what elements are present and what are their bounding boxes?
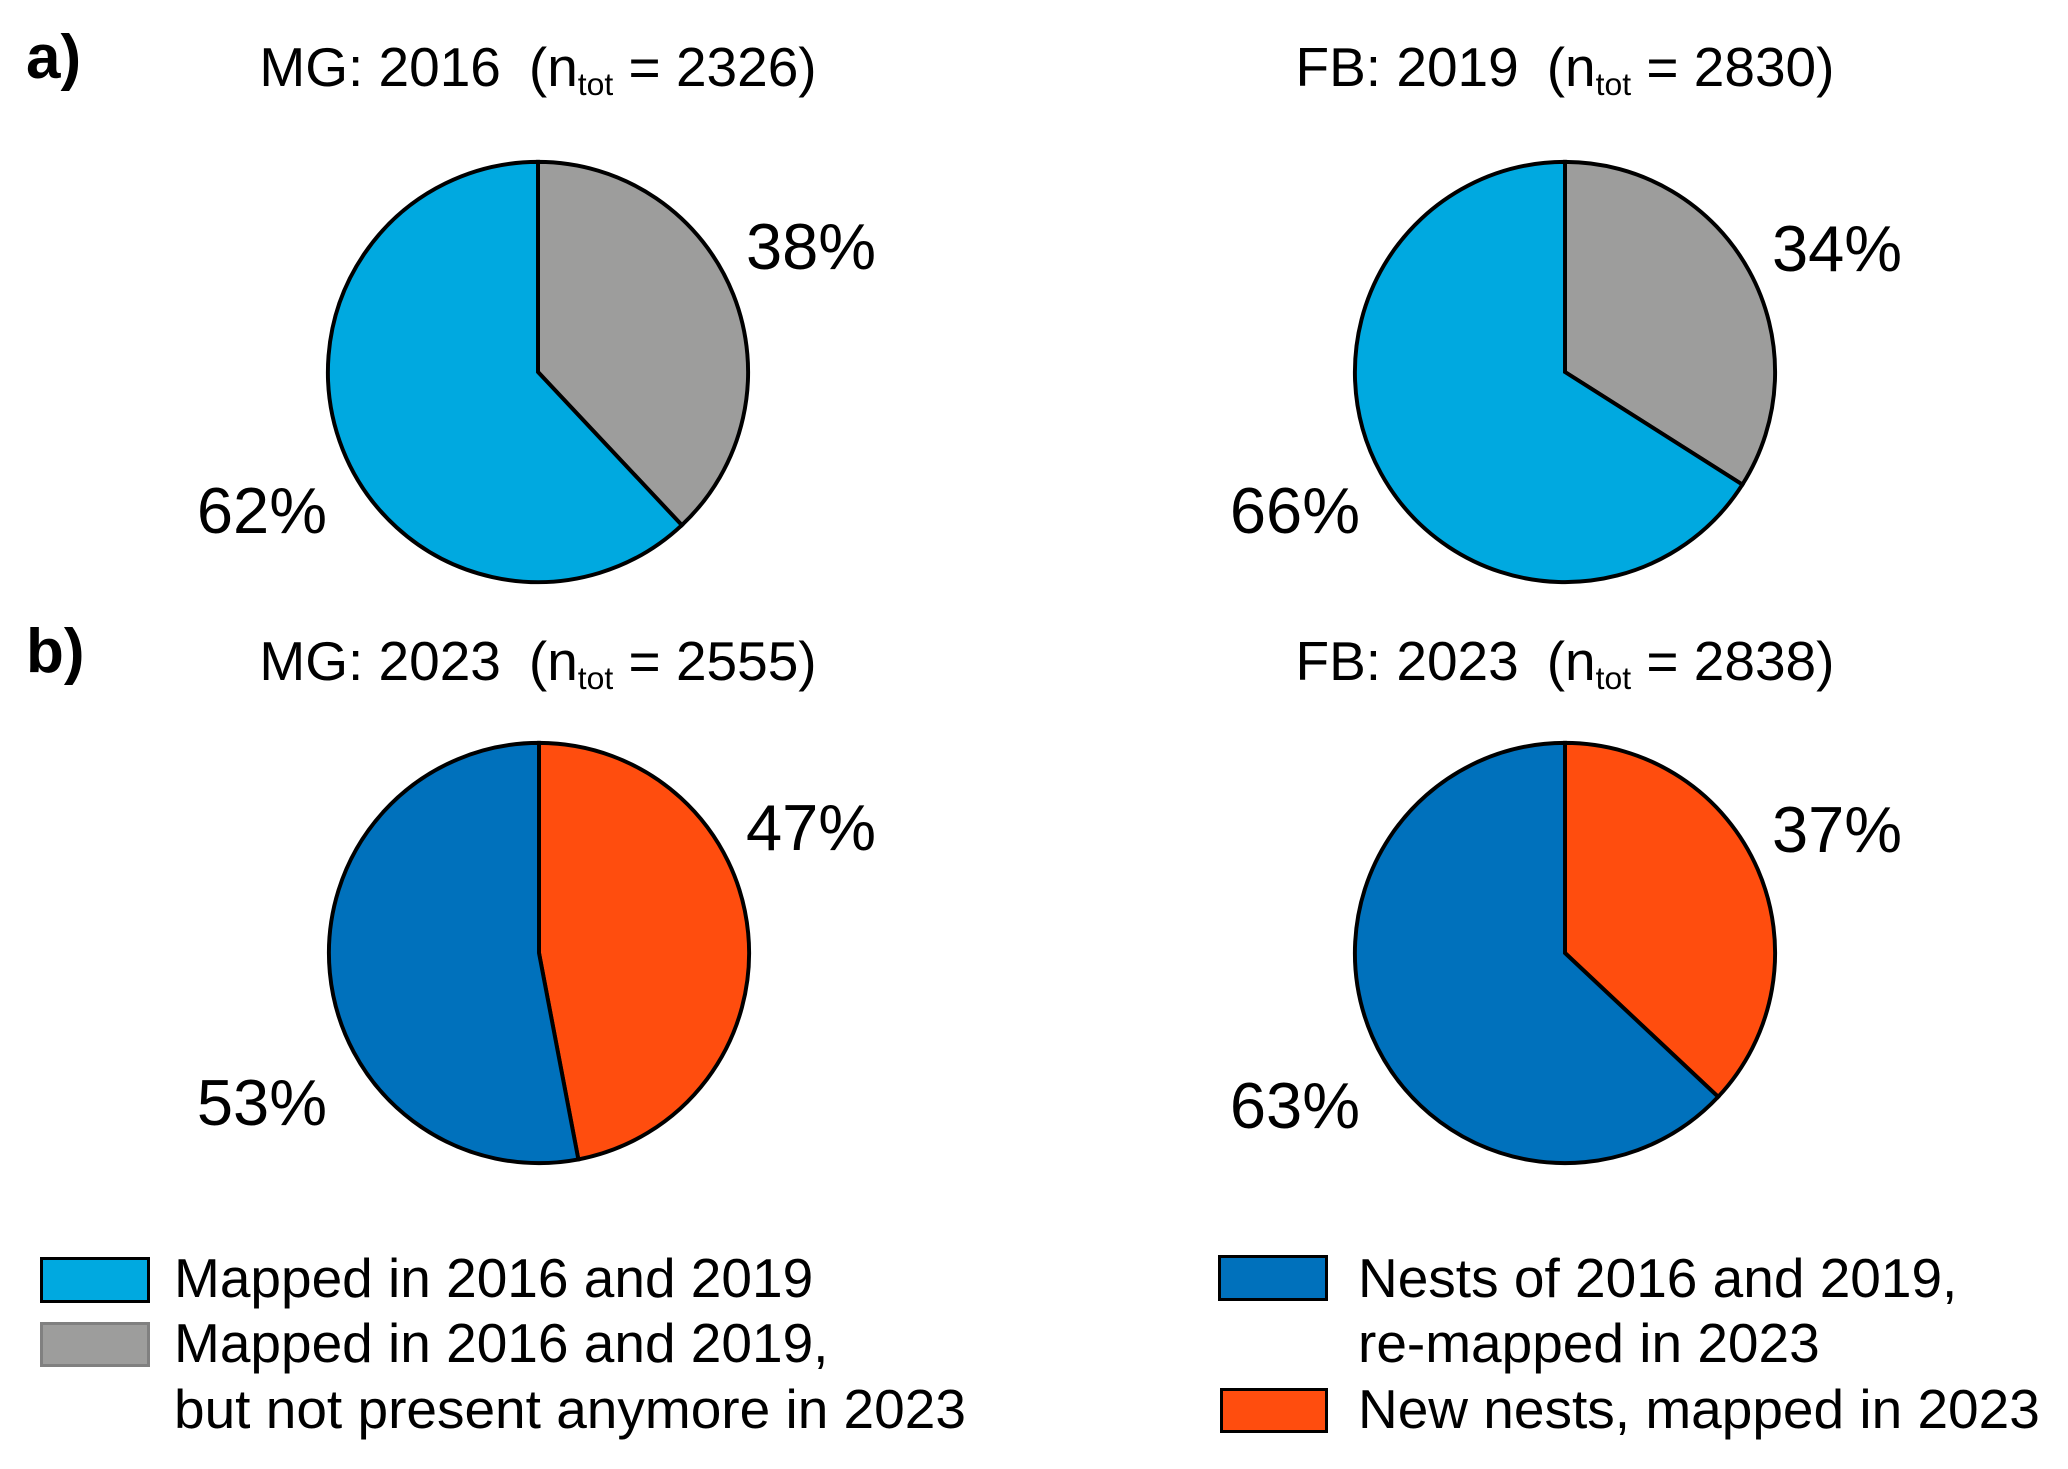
pie-slice: [1352, 740, 1721, 1166]
legend-swatch-gray: [40, 1322, 150, 1367]
pie-slice: [537, 740, 752, 1162]
title-n-group: (ntot = 2326): [528, 36, 817, 102]
pie-chart-mg-2016: [325, 159, 751, 585]
pct-label-cyan-fb2019: 66%: [1229, 474, 1360, 547]
title-n-subscript: tot: [577, 65, 614, 102]
title-n-suffix: = 2830): [1631, 36, 1835, 98]
title-site-year: FB: 2019: [1295, 36, 1519, 98]
title-n-subscript: tot: [1595, 659, 1632, 696]
panel-label-b: b): [26, 617, 85, 686]
title-site-year: MG: 2016: [259, 36, 501, 98]
title-n-suffix: = 2555): [613, 630, 817, 692]
pie-title-fb-2023: FB: 2023 (ntot = 2838): [1115, 628, 2015, 697]
pie-chart-mg-2023: [326, 740, 752, 1166]
pct-label-blue-mg2023: 53%: [196, 1066, 327, 1139]
legend-label-new-nests: New nests, mapped in 2023: [1358, 1378, 2040, 1440]
pie-title-mg-2016: MG: 2016 (ntot = 2326): [88, 34, 988, 103]
pie-slice: [1352, 159, 1746, 585]
pie-slice: [326, 740, 581, 1166]
title-n-group: (ntot = 2555): [528, 630, 817, 696]
pct-label-cyan-mg2016: 62%: [196, 474, 327, 547]
legend-label-mapped: Mapped in 2016 and 2019: [174, 1247, 814, 1309]
legend-label-remapped-line2: re-mapped in 2023: [1358, 1312, 1820, 1374]
title-site-year: FB: 2023: [1295, 630, 1519, 692]
panel-label-a: a): [26, 23, 82, 92]
title-n-prefix: (n: [1546, 630, 1596, 692]
pie-chart-fb-2023: [1352, 740, 1778, 1166]
legend-label-not-present-line2: but not present anymore in 2023: [174, 1378, 966, 1440]
pct-label-gray-mg2016: 38%: [746, 210, 877, 283]
pie-slice: [1563, 740, 1778, 1100]
title-n-prefix: (n: [528, 36, 578, 98]
legend-swatch-cyan: [40, 1257, 150, 1303]
title-n-subscript: tot: [1595, 65, 1632, 102]
pie-slice: [325, 159, 685, 585]
pie-title-mg-2023: MG: 2023 (ntot = 2555): [88, 628, 988, 697]
pct-label-gray-fb2019: 34%: [1772, 212, 1903, 285]
pie-chart-fb-2019: [1352, 159, 1778, 585]
title-n-prefix: (n: [528, 630, 578, 692]
title-n-group: (ntot = 2830): [1546, 36, 1835, 102]
legend-swatch-blue: [1218, 1255, 1328, 1301]
title-n-suffix: = 2838): [1631, 630, 1835, 692]
legend-swatch-orange: [1220, 1388, 1328, 1433]
pie-slice: [536, 159, 751, 528]
pie-title-fb-2019: FB: 2019 (ntot = 2830): [1115, 34, 2015, 103]
title-n-prefix: (n: [1546, 36, 1596, 98]
pct-label-orange-fb2023: 37%: [1772, 793, 1903, 866]
title-n-subscript: tot: [577, 659, 614, 696]
legend-label-remapped-line1: Nests of 2016 and 2019,: [1358, 1247, 1958, 1309]
legend-label-not-present-line1: Mapped in 2016 and 2019,: [174, 1312, 829, 1374]
pct-label-orange-mg2023: 47%: [746, 791, 877, 864]
title-n-suffix: = 2326): [613, 36, 817, 98]
pct-label-blue-fb2023: 63%: [1229, 1069, 1360, 1142]
title-site-year: MG: 2023: [259, 630, 501, 692]
title-n-group: (ntot = 2838): [1546, 630, 1835, 696]
